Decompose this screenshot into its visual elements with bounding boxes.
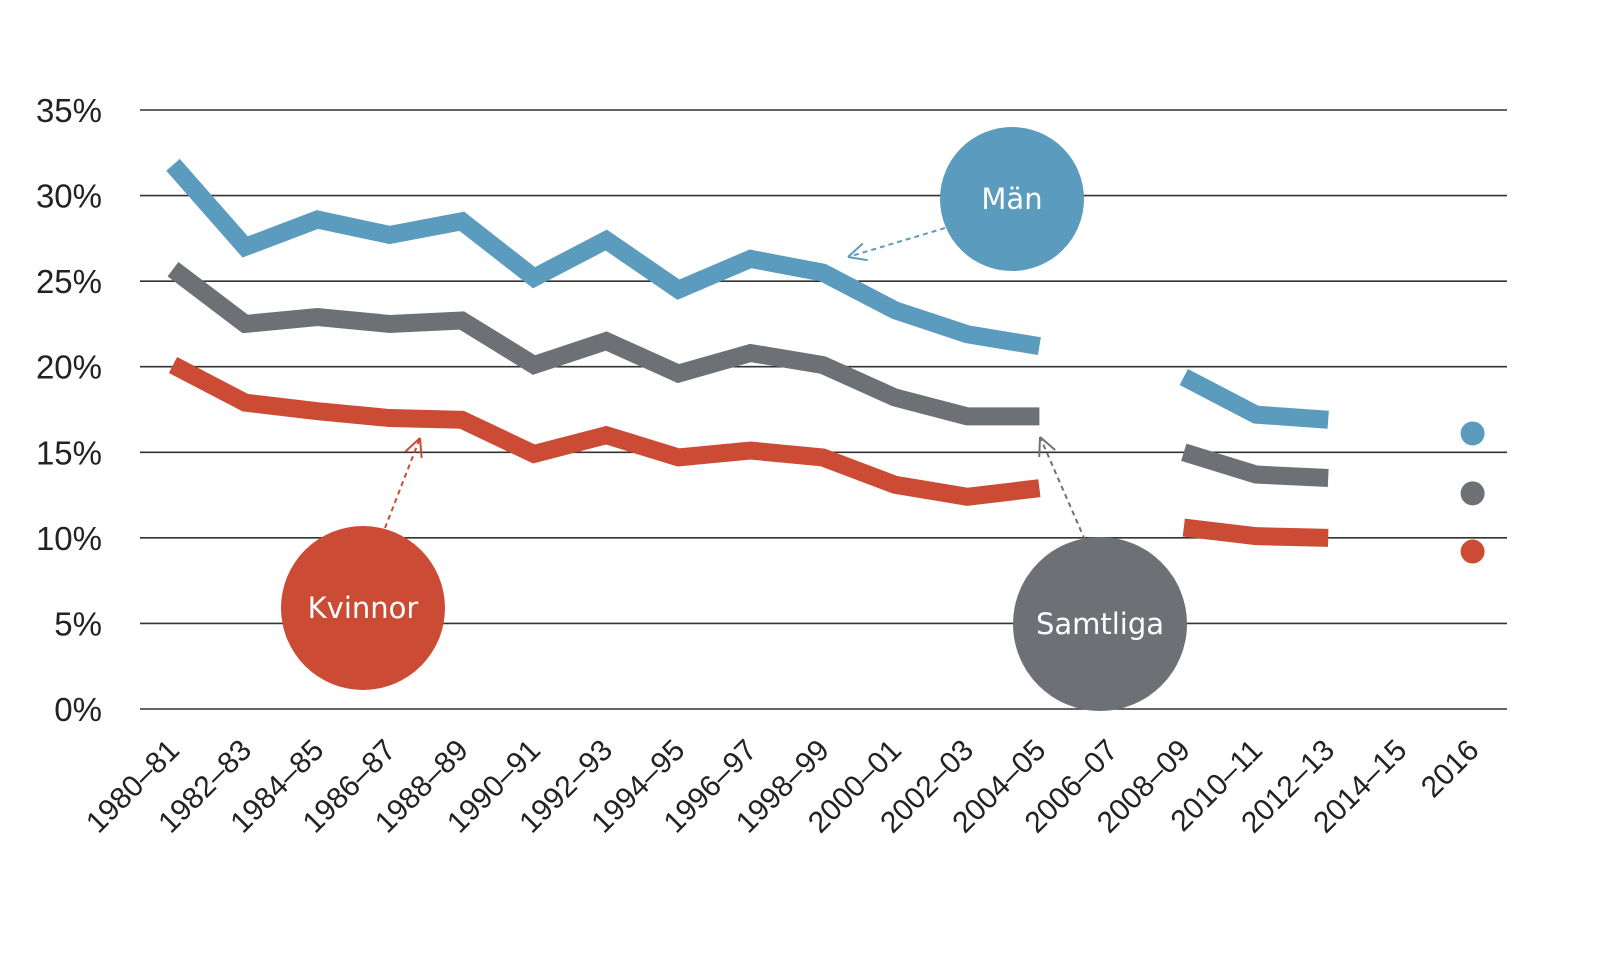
series-line-segment (1179, 369, 1329, 429)
annotation-bubble (281, 526, 445, 690)
y-tick-label: 35% (36, 92, 102, 129)
annotation-män: Män (847, 127, 1084, 271)
y-tick-label: 30% (36, 178, 102, 215)
data-point-2016 (1460, 539, 1485, 564)
data-point-2016 (1460, 481, 1485, 506)
y-tick-label: 10% (36, 520, 102, 557)
series-kvinnor (168, 357, 1485, 564)
x-tick-label: 2016 (1415, 734, 1486, 805)
annotation-label: Samtliga (1036, 607, 1164, 641)
annotation-arrow (847, 227, 946, 258)
arrowhead-icon (404, 437, 421, 453)
y-tick-label: 25% (36, 263, 102, 300)
annotation-bubble (940, 127, 1084, 271)
y-tick-label: 0% (54, 691, 102, 728)
series-line-segment (1181, 443, 1329, 487)
series-line-segment (1182, 518, 1329, 547)
annotation-bubble (1013, 537, 1187, 711)
arrowhead-icon (1038, 436, 1041, 458)
y-tick-label: 5% (54, 605, 102, 642)
arrowhead-icon (419, 437, 423, 459)
annotation-label: Män (981, 182, 1042, 216)
series-samtliga (167, 261, 1485, 506)
y-tick-label: 20% (36, 349, 102, 386)
annotations: Män Kvinnor Samtliga (281, 127, 1187, 711)
annotation-arrow (384, 437, 421, 529)
series-line-segment (168, 357, 1041, 506)
arrowhead-icon (1039, 436, 1056, 451)
series-line-segment (167, 261, 1040, 426)
x-axis: 1980–811982–831984–851986–871988–891990–… (80, 734, 1486, 840)
y-tick-label: 15% (36, 434, 102, 471)
annotation-kvinnor: Kvinnor (281, 437, 445, 690)
series-män (166, 158, 1485, 446)
annotation-samtliga: Samtliga (1013, 436, 1187, 711)
arrowhead-icon (847, 256, 868, 262)
annotation-arrow (1039, 436, 1086, 541)
annotation-label: Kvinnor (308, 591, 419, 625)
series-lines (166, 158, 1485, 564)
data-point-2016 (1460, 421, 1485, 446)
arrowhead-icon (847, 242, 864, 258)
series-line-segment (166, 158, 1041, 356)
y-axis: 0% 5% 10% 15% 20% 25% 30% 35% (36, 92, 102, 728)
